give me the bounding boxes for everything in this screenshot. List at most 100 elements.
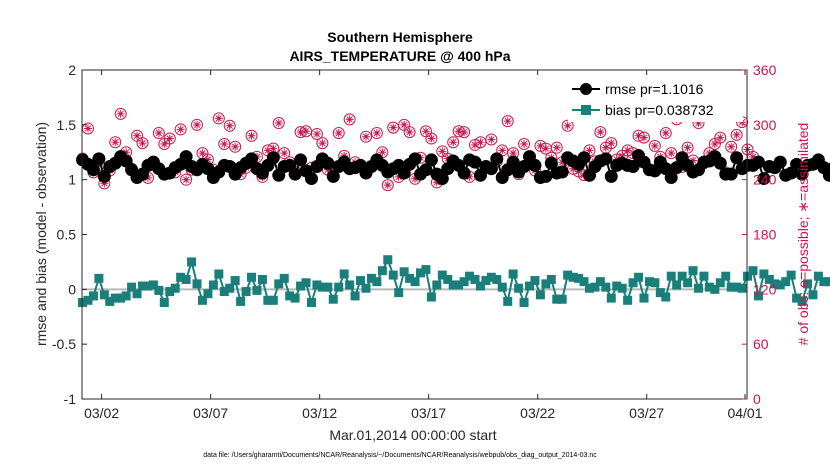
bias-point [650,278,660,288]
obs-assimilated-point [133,131,142,140]
obs-assimilated-point [689,156,698,165]
obs-possible-point [425,132,438,145]
bias-point [339,269,349,279]
bias-point [666,271,676,281]
legend-rmse-marker [580,83,592,95]
rmse-point [773,155,787,169]
bias-point [208,280,218,290]
bias-point [552,294,562,304]
bias-point [486,272,496,282]
bias-point [623,295,633,305]
obs-assimilated-point [138,139,147,148]
obs-possible-point [594,126,607,139]
x-tick-label: 03/12 [302,405,337,421]
bias-point [290,293,300,303]
bias-point [263,295,273,305]
x-tick-label: 03/02 [84,405,119,421]
bias-point [606,293,616,303]
obs-assimilated-point [710,140,719,149]
obs-possible-point [659,127,672,140]
bias-point [192,279,202,289]
bias-point [268,295,278,305]
obs-assimilated-point [460,128,469,137]
y-tick-label-right: 180 [753,227,777,243]
plot-area [82,70,747,399]
obs-possible-point [229,140,242,153]
obs-assimilated-point [421,127,430,136]
legend-rmse-label: rmse pr=1.1016 [605,81,704,97]
rmse-point [626,160,640,174]
bias-point [579,277,589,287]
obs-possible-point [485,133,498,146]
bias-point [797,296,807,306]
obs-possible-point [212,112,225,125]
obs-assimilated-point [361,132,370,141]
bias-point [383,255,393,265]
x-tick-label: 03/27 [629,405,664,421]
y-axis-label-left: rmse and bias (model - observation) [33,122,49,346]
y-tick-label-right: 120 [753,281,777,297]
rmse-point [294,153,308,167]
bias-point [432,280,442,290]
obs-possible-point [605,137,618,150]
chart-subtitle: AIRS_TEMPERATURE @ 400 hPa [289,48,510,64]
y-tick-label-right: 360 [753,62,777,78]
rmse-point [506,155,520,169]
obs-assimilated-point [454,127,463,136]
rmse-point [408,152,422,166]
bias-point [301,278,311,288]
rmse-point [326,169,340,183]
obs-possible-point [174,123,187,136]
bias-point [121,291,131,301]
obs-assimilated-point [438,147,447,156]
x-tick-label: 04/01 [727,405,762,421]
obs-assimilated-point [383,181,392,190]
obs-possible-point [180,173,193,186]
bias-point [219,287,229,297]
obs-possible-point [223,119,236,132]
bias-point [306,297,316,307]
chart-title: Southern Hemisphere [327,29,473,45]
obs-possible-point [725,140,738,153]
bias-point [503,296,513,306]
y-tick-label-left: 1 [68,172,76,188]
obs-assimilated-point [743,145,752,154]
obs-assimilated-point [405,128,414,137]
obs-assimilated-point [574,167,583,176]
y-tick-label-left: 0.5 [57,227,77,243]
bias-point [770,279,780,289]
obs-assimilated-point [727,142,736,151]
rmse-point [490,152,504,166]
obs-possible-point [191,118,204,131]
bias-point [252,285,262,295]
bias-point [127,282,137,292]
bias-point [743,271,753,281]
bias-point [110,293,120,303]
obs-assimilated-point [738,118,747,127]
bias-point [459,277,469,287]
obs-possible-point [245,129,258,142]
obs-possible-point [359,130,372,143]
rmse-point [92,152,106,166]
bias-point [143,281,153,291]
y-tick-label-right: 0 [753,391,761,407]
rmse-point [822,168,830,182]
data-marks [76,107,830,307]
rmse-point [599,152,613,166]
bias-point [530,276,540,286]
x-axis-label: Mar.01,2014 00:00:00 start [329,427,496,443]
bias-point [165,287,175,297]
obs-assimilated-point [683,143,692,152]
obs-assimilated-point [389,123,398,132]
bias-point [366,273,376,283]
rmse-point [457,166,471,180]
obs-assimilated-point [471,140,480,149]
bias-point [421,265,431,275]
rmse-point [664,170,678,184]
obs-possible-point [387,121,400,134]
rmse-point [484,162,498,176]
obs-assimilated-point [312,129,321,138]
obs-assimilated-point [345,115,354,124]
obs-assimilated-point [274,119,283,128]
bias-point [170,283,180,293]
